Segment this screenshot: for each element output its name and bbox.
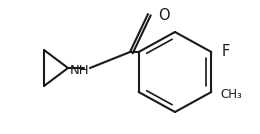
Text: O: O [158, 8, 170, 23]
Text: F: F [221, 44, 230, 59]
Text: NH: NH [70, 64, 90, 77]
Text: CH₃: CH₃ [220, 88, 242, 101]
